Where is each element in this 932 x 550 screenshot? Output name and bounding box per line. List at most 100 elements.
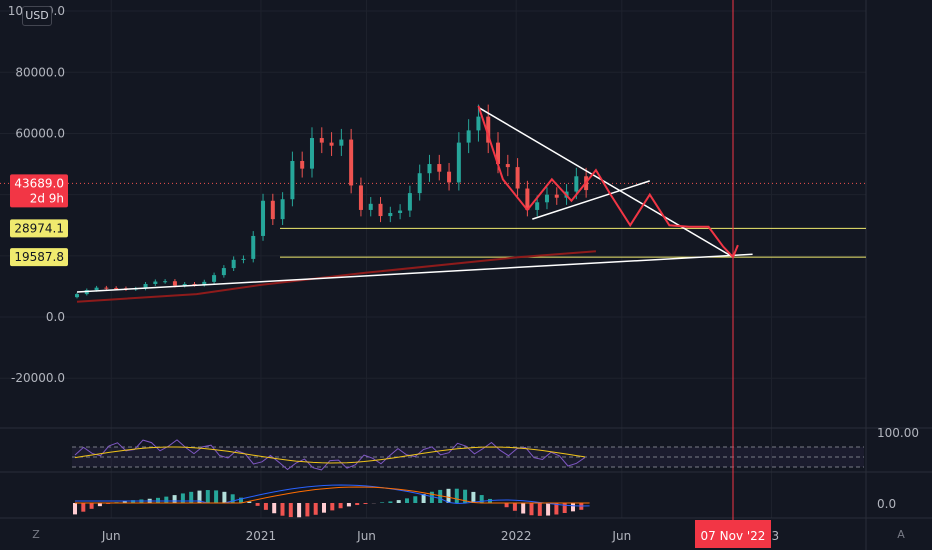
candle-body: [437, 164, 442, 172]
macd-histogram-bar: [355, 503, 360, 506]
candle-body: [231, 259, 236, 269]
candle-body: [378, 203, 383, 217]
candle-body: [163, 281, 168, 283]
macd-line: [75, 484, 590, 507]
candle-body: [544, 194, 549, 203]
candle-body: [114, 287, 119, 289]
macd-histogram-bar: [247, 501, 252, 503]
candle-body: [388, 213, 393, 217]
candle-body: [554, 194, 559, 198]
zoom-button[interactable]: Z: [32, 528, 40, 541]
macd-histogram-bar: [305, 503, 310, 517]
macd-histogram-bar: [512, 503, 517, 511]
macd-histogram-bar: [156, 497, 160, 503]
macd-histogram-bar: [463, 489, 468, 503]
bar-countdown-label: 2d 9h: [30, 191, 64, 205]
macd-histogram-bar: [172, 495, 177, 503]
candle-body: [221, 268, 226, 276]
candle-body: [172, 281, 177, 286]
macd-histogram-bar: [363, 503, 368, 504]
y-tick-label: 0.0: [46, 310, 65, 324]
candle-body: [525, 188, 530, 210]
x-tick-label: 2021: [246, 529, 277, 543]
x-tick-label: Jun: [101, 529, 121, 543]
level-price-box: [10, 219, 68, 238]
auto-scale-button[interactable]: A: [897, 528, 905, 541]
x-tick-label: Jun: [611, 529, 631, 543]
candle-body: [290, 160, 295, 200]
macd-histogram-bar: [380, 502, 385, 503]
support-levels: [0, 182, 866, 258]
candle-body: [486, 116, 491, 143]
y-tick-label: -20000.0: [11, 371, 65, 385]
macd-histogram-bar: [537, 503, 542, 516]
macd-histogram-bar: [438, 489, 443, 503]
macd-histogram-bar: [396, 500, 401, 503]
macd-histogram-bar: [504, 503, 509, 508]
rsi-pane: [72, 439, 864, 471]
candle-body: [515, 167, 520, 189]
macd-histogram-bar: [180, 493, 185, 503]
candle-body: [447, 171, 452, 183]
macd-histogram-bar: [562, 503, 567, 514]
y-tick-label: 80000.0: [15, 65, 65, 79]
candle-body: [329, 142, 334, 146]
macd-histogram-bar: [546, 503, 551, 516]
macd-histogram-bar: [454, 488, 459, 503]
macd-histogram-bar: [164, 496, 169, 503]
macd-histogram-bar: [197, 490, 202, 503]
currency-badge[interactable]: USD: [22, 6, 52, 26]
macd-histogram-bar: [131, 500, 136, 503]
macd-histogram-bar: [479, 495, 484, 503]
candle-body: [574, 176, 579, 192]
macd-histogram-bar: [571, 503, 575, 512]
macd-histogram-bar: [313, 503, 318, 515]
macd-histogram-bar: [388, 501, 393, 503]
macd-histogram-bar: [338, 503, 343, 509]
macd-pane: [73, 484, 590, 518]
last-price-box: [10, 174, 68, 208]
macd-histogram-bar: [97, 503, 102, 507]
candle-body: [417, 173, 422, 194]
price-labels: 43689.02d 9h 28974.1 19587.8: [10, 174, 68, 267]
candle-body: [270, 200, 275, 220]
candle-body: [212, 275, 217, 282]
candle-body: [368, 203, 373, 210]
macd-histogram-bar: [239, 497, 243, 503]
candle-body: [466, 130, 471, 143]
macd-histogram-bar: [189, 491, 194, 503]
candle-body: [349, 139, 354, 186]
macd-histogram-bar: [405, 498, 409, 503]
macd-histogram-bar: [322, 503, 326, 513]
macd-histogram-bar: [73, 503, 77, 515]
x-tick-label: Jun: [356, 529, 376, 543]
macd-histogram-bar: [413, 496, 418, 503]
candle-body: [251, 235, 256, 259]
projection-line: [477, 105, 739, 259]
candle-body: [94, 287, 99, 291]
candle-body: [407, 193, 412, 211]
candle-body: [153, 281, 158, 284]
candle-body: [261, 200, 266, 236]
macd-histogram-bar: [122, 500, 127, 503]
candle-body: [535, 202, 540, 210]
macd-histogram-bar: [205, 490, 210, 503]
macd-histogram-bar: [214, 490, 219, 503]
trendlines: [76, 106, 753, 293]
candle-body: [202, 281, 207, 285]
candle-body: [241, 258, 246, 260]
trendline: [478, 106, 734, 258]
candle-body: [319, 138, 324, 143]
candle-body: [300, 160, 305, 169]
rsi-signal-line: [74, 446, 586, 464]
macd-histogram-bar: [521, 503, 526, 514]
candle-body: [476, 116, 481, 131]
macd-histogram-bar: [263, 503, 268, 510]
macd-histogram-bar: [297, 503, 302, 518]
crosshair-date-badge: [695, 520, 771, 548]
macd-histogram-bar: [280, 503, 285, 516]
